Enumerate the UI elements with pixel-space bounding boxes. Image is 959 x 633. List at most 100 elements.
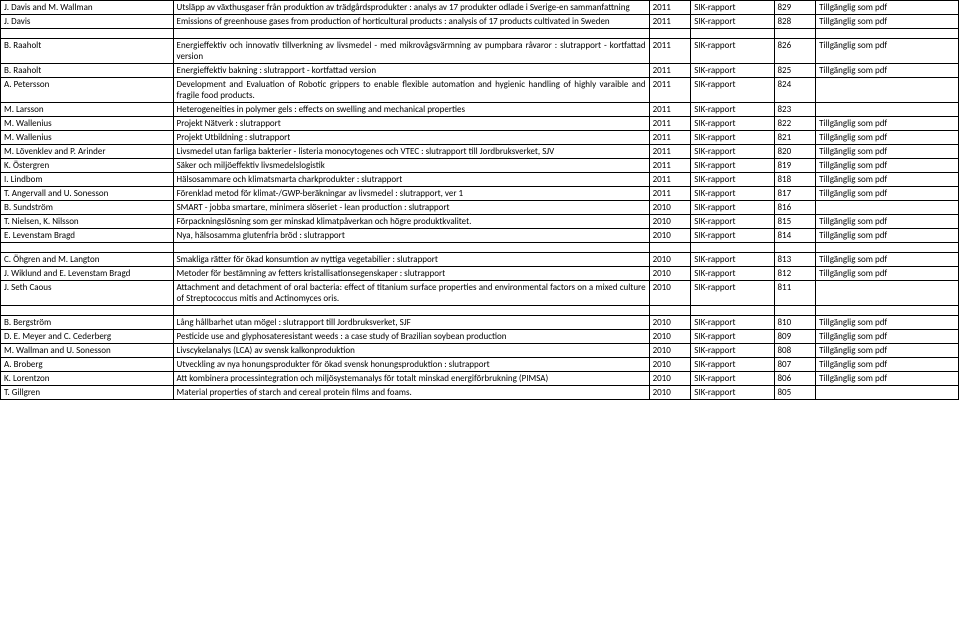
title-cell: Heterogeneities in polymer gels : effect… <box>173 103 649 117</box>
title-cell: Utveckling av nya honungsprodukter för ö… <box>173 358 649 372</box>
table-row: E. Levenstam BragdNya, hälsosamma gluten… <box>1 229 959 243</box>
availability-cell: Tillgänglig som pdf <box>816 15 959 29</box>
type-cell: SIK-rapport <box>691 386 774 400</box>
table-row: T. GillgrenMaterial properties of starch… <box>1 386 959 400</box>
author-cell: M. Larsson <box>1 103 174 117</box>
year-cell: 2011 <box>649 159 691 173</box>
year-cell: 2010 <box>649 316 691 330</box>
availability-cell: Tillgänglig som pdf <box>816 1 959 15</box>
title-cell: Förenklad metod för klimat-/GWP-beräknin… <box>173 187 649 201</box>
author-cell: J. Seth Caous <box>1 281 174 306</box>
type-cell: SIK-rapport <box>691 253 774 267</box>
year-cell: 2011 <box>649 145 691 159</box>
table-row: K. LorentzonAtt kombinera processintegra… <box>1 372 959 386</box>
year-cell: 2011 <box>649 103 691 117</box>
number-cell: 829 <box>774 1 816 15</box>
type-cell: SIK-rapport <box>691 131 774 145</box>
title-cell: Livsmedel utan farliga bakterier - liste… <box>173 145 649 159</box>
report-table: J. Davis and M. WallmanUtsläpp av växthu… <box>0 0 959 400</box>
number-cell: 822 <box>774 117 816 131</box>
year-cell: 2010 <box>649 281 691 306</box>
availability-cell: Tillgänglig som pdf <box>816 229 959 243</box>
availability-cell: Tillgänglig som pdf <box>816 344 959 358</box>
type-cell: SIK-rapport <box>691 281 774 306</box>
author-cell: T. Gillgren <box>1 386 174 400</box>
year-cell: 2011 <box>649 15 691 29</box>
type-cell: SIK-rapport <box>691 344 774 358</box>
number-cell: 817 <box>774 187 816 201</box>
number-cell: 816 <box>774 201 816 215</box>
title-cell: Development and Evaluation of Robotic gr… <box>173 78 649 103</box>
type-cell: SIK-rapport <box>691 372 774 386</box>
spacer-row <box>1 29 959 39</box>
number-cell: 824 <box>774 78 816 103</box>
table-row: D. E. Meyer and C. CederbergPesticide us… <box>1 330 959 344</box>
year-cell: 2011 <box>649 131 691 145</box>
year-cell: 2010 <box>649 201 691 215</box>
number-cell: 813 <box>774 253 816 267</box>
year-cell: 2010 <box>649 267 691 281</box>
table-row: M. Wallman and U. SonessonLivscykelanaly… <box>1 344 959 358</box>
number-cell: 807 <box>774 358 816 372</box>
table-row: B. BergströmLång hållbarhet utan mögel :… <box>1 316 959 330</box>
title-cell: Material properties of starch and cereal… <box>173 386 649 400</box>
table-row: I. LindbomHälsosammare och klimatsmarta … <box>1 173 959 187</box>
year-cell: 2011 <box>649 117 691 131</box>
year-cell: 2010 <box>649 344 691 358</box>
year-cell: 2010 <box>649 358 691 372</box>
author-cell: M. Lövenklev and P. Arinder <box>1 145 174 159</box>
author-cell: J. Wiklund and E. Levenstam Bragd <box>1 267 174 281</box>
availability-cell <box>816 281 959 306</box>
author-cell: B. Sundström <box>1 201 174 215</box>
availability-cell <box>816 201 959 215</box>
title-cell: Attachment and detachment of oral bacter… <box>173 281 649 306</box>
table-row: M. WalleniusProjekt Nätverk : slutrappor… <box>1 117 959 131</box>
title-cell: Projekt Utbildning : slutrapport <box>173 131 649 145</box>
table-row: B. RaaholtEnergieffektiv och innovativ t… <box>1 39 959 64</box>
author-cell: J. Davis <box>1 15 174 29</box>
author-cell: T. Angervall and U. Sonesson <box>1 187 174 201</box>
author-cell: A. Petersson <box>1 78 174 103</box>
number-cell: 815 <box>774 215 816 229</box>
availability-cell: Tillgänglig som pdf <box>816 159 959 173</box>
table-row: M. LarssonHeterogeneities in polymer gel… <box>1 103 959 117</box>
type-cell: SIK-rapport <box>691 15 774 29</box>
author-cell: M. Wallenius <box>1 131 174 145</box>
number-cell: 811 <box>774 281 816 306</box>
title-cell: Metoder för bestämning av fetters krista… <box>173 267 649 281</box>
author-cell: C. Öhgren and M. Langton <box>1 253 174 267</box>
table-row: J. DavisEmissions of greenhouse gases fr… <box>1 15 959 29</box>
year-cell: 2010 <box>649 215 691 229</box>
type-cell: SIK-rapport <box>691 330 774 344</box>
table-row: J. Seth CaousAttachment and detachment o… <box>1 281 959 306</box>
author-cell: A. Broberg <box>1 358 174 372</box>
number-cell: 819 <box>774 159 816 173</box>
table-row: J. Wiklund and E. Levenstam BragdMetoder… <box>1 267 959 281</box>
year-cell: 2011 <box>649 64 691 78</box>
author-cell: K. Lorentzon <box>1 372 174 386</box>
number-cell: 823 <box>774 103 816 117</box>
title-cell: Livscykelanalys (LCA) av svensk kalkonpr… <box>173 344 649 358</box>
year-cell: 2011 <box>649 1 691 15</box>
title-cell: SMART - jobba smartare, minimera slöseri… <box>173 201 649 215</box>
availability-cell <box>816 103 959 117</box>
author-cell: T. Nielsen, K. Nilsson <box>1 215 174 229</box>
author-cell: I. Lindbom <box>1 173 174 187</box>
year-cell: 2010 <box>649 330 691 344</box>
availability-cell: Tillgänglig som pdf <box>816 253 959 267</box>
type-cell: SIK-rapport <box>691 316 774 330</box>
table-row: T. Nielsen, K. NilssonFörpackningslösnin… <box>1 215 959 229</box>
table-row: B. SundströmSMART - jobba smartare, mini… <box>1 201 959 215</box>
availability-cell: Tillgänglig som pdf <box>816 358 959 372</box>
type-cell: SIK-rapport <box>691 145 774 159</box>
availability-cell: Tillgänglig som pdf <box>816 316 959 330</box>
author-cell: M. Wallenius <box>1 117 174 131</box>
type-cell: SIK-rapport <box>691 215 774 229</box>
author-cell: M. Wallman and U. Sonesson <box>1 344 174 358</box>
availability-cell: Tillgänglig som pdf <box>816 330 959 344</box>
availability-cell: Tillgänglig som pdf <box>816 187 959 201</box>
table-row: K. ÖstergrenSäker och miljöeffektiv livs… <box>1 159 959 173</box>
number-cell: 808 <box>774 344 816 358</box>
type-cell: SIK-rapport <box>691 117 774 131</box>
year-cell: 2011 <box>649 187 691 201</box>
